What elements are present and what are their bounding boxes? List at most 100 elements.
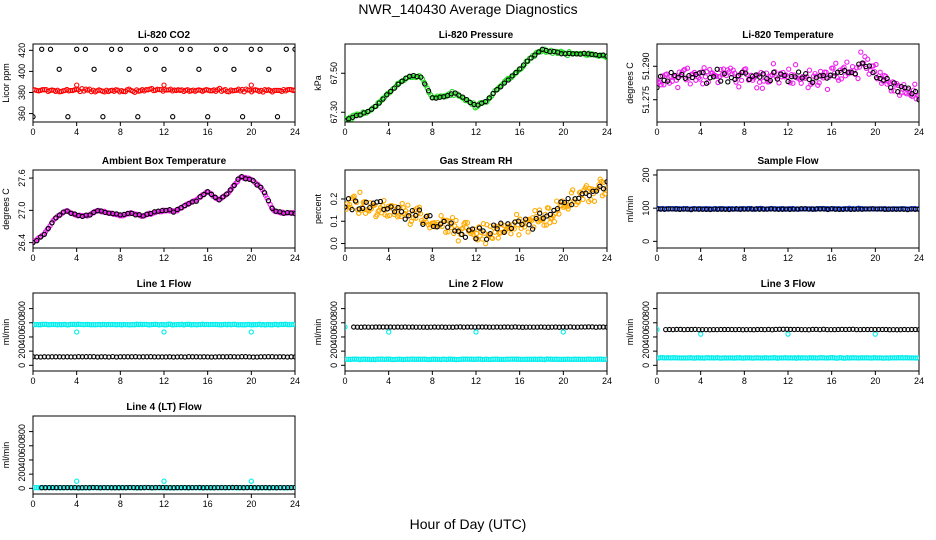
data-point (670, 326, 676, 333)
y-tick-label: 800 (17, 301, 27, 316)
y-tick-label: 27.0 (17, 202, 27, 220)
y-tick-label: 51.275 (641, 86, 651, 114)
data-point (345, 196, 352, 202)
data-point (532, 208, 538, 214)
y-axis-label: ml/min (625, 319, 635, 346)
data-point (715, 79, 721, 86)
data-point (820, 72, 827, 79)
data-point (774, 76, 781, 82)
data-point (806, 67, 813, 73)
data-point (65, 114, 71, 120)
data-point (533, 215, 539, 222)
data-point (170, 209, 177, 215)
data-point (545, 324, 551, 330)
panel-title: Line 4 (LT) Flow (126, 402, 202, 413)
data-point (570, 187, 576, 193)
data-point (657, 84, 660, 91)
data-point (222, 46, 228, 52)
data-point (714, 66, 720, 72)
data-point (560, 329, 566, 335)
data-point (682, 75, 688, 81)
panel-title: Sample Flow (757, 156, 818, 167)
data-point (902, 85, 908, 91)
data-point (519, 221, 525, 228)
x-tick-label: 20 (870, 253, 880, 263)
data-point (345, 204, 348, 210)
panel-8: Line 3 Flow ml/min 0 4 8 12 16 20 24 0 20040060080… (625, 279, 924, 386)
data-point (208, 191, 215, 198)
data-point (45, 225, 51, 232)
data-point (522, 216, 529, 222)
data-point (679, 71, 685, 78)
data-point (760, 71, 766, 77)
data-point (346, 201, 353, 208)
y-axis-label: degrees C (625, 62, 635, 104)
data-point (790, 80, 796, 86)
y-tick-label: 67.50 (329, 62, 339, 85)
plot-points (345, 176, 607, 247)
data-point (845, 69, 851, 75)
data-point (551, 218, 558, 225)
data-point (212, 194, 218, 200)
y-axis-label: Licor ppm (1, 63, 11, 103)
x-tick-label: 0 (30, 253, 35, 263)
data-point (824, 75, 830, 81)
data-point (738, 77, 745, 84)
y-tick-label: 400 (329, 329, 339, 344)
y-tick-label: 0 (17, 486, 27, 491)
data-point (395, 81, 401, 87)
y-tick-label: 200 (329, 344, 339, 359)
data-point (735, 73, 742, 79)
data-point (702, 74, 709, 80)
data-point (736, 84, 742, 90)
data-point (479, 236, 485, 242)
y-tick-label: 67.30 (329, 101, 339, 124)
x-tick-label: 4 (74, 127, 79, 137)
data-point (508, 324, 515, 330)
data-point (387, 88, 394, 95)
data-point (747, 326, 753, 333)
y-tick-label: 27.6 (17, 169, 27, 187)
data-point (259, 484, 265, 491)
x-tick-label: 16 (827, 376, 837, 386)
y-tick-label: 0.2 (329, 193, 339, 206)
data-point (597, 324, 603, 330)
data-point (356, 206, 362, 212)
data-point (161, 82, 167, 88)
data-point (61, 484, 67, 491)
x-tick-label: 0 (342, 253, 347, 263)
data-point (448, 220, 454, 226)
data-point (443, 229, 449, 235)
data-point (64, 208, 70, 214)
data-point (407, 221, 413, 227)
data-point (583, 183, 590, 189)
data-point (239, 114, 246, 120)
data-point (580, 196, 586, 203)
x-tick-label: 8 (742, 127, 747, 137)
x-tick-label: 12 (471, 376, 481, 386)
data-point (589, 186, 595, 192)
data-point (526, 222, 532, 228)
data-point (427, 213, 433, 219)
x-tick-label: 20 (558, 127, 568, 137)
data-point (86, 485, 93, 491)
data-point (872, 326, 878, 333)
data-point (452, 228, 458, 234)
data-point (835, 77, 842, 83)
panel-title: Line 2 Flow (449, 279, 504, 290)
data-point (857, 326, 863, 333)
data-point (418, 74, 424, 80)
data-point (759, 85, 766, 91)
data-point (895, 89, 901, 95)
data-point (357, 189, 363, 195)
x-tick-label: 24 (914, 376, 924, 386)
plot-points (33, 46, 295, 120)
data-point (792, 62, 799, 68)
x-tick-label: 20 (558, 253, 568, 263)
data-point (501, 229, 507, 235)
data-point (586, 192, 592, 199)
data-point (799, 75, 805, 81)
data-point (434, 224, 440, 230)
data-point (853, 65, 860, 71)
plot-points (33, 321, 295, 360)
